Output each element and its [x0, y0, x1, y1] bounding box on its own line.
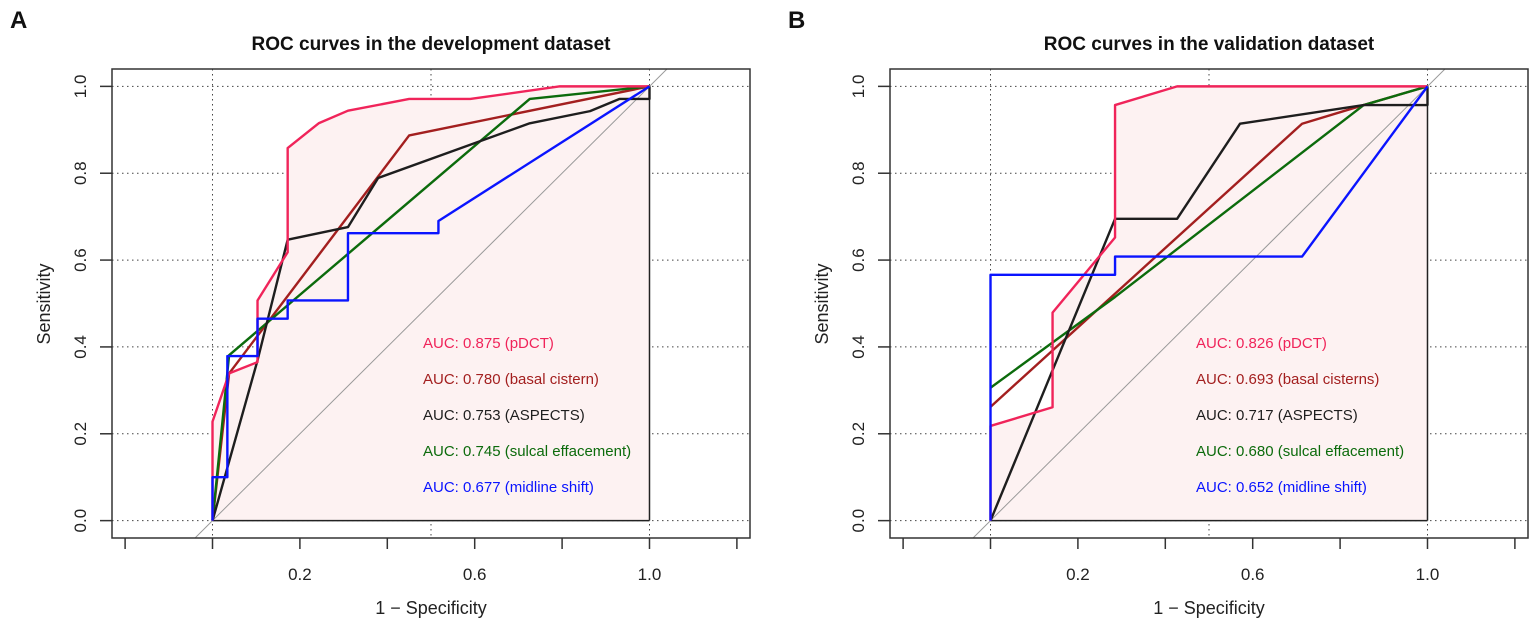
y-tick-label: 0.4: [71, 335, 90, 359]
panel-letter: B: [788, 7, 805, 34]
roc-curve-4: [989, 85, 1429, 521]
roc-curve-0: [211, 85, 650, 521]
x-tick-label: 0.6: [463, 565, 487, 584]
x-tick-label: 0.2: [1066, 565, 1090, 584]
x-axis-label: 1 − Specificity: [375, 598, 487, 618]
legend-entry: AUC: 0.677 (midline shift): [423, 479, 594, 496]
panel-letter: A: [10, 7, 27, 34]
diagonal-reference-line: [194, 69, 668, 538]
x-tick-label: 1.0: [638, 565, 662, 584]
legend-entry: AUC: 0.780 (basal cistern): [423, 371, 599, 388]
y-tick-label: 0.0: [71, 509, 90, 533]
y-tick-label: 1.0: [71, 75, 90, 99]
roc-curve-2: [211, 86, 651, 521]
y-tick-label: 0.2: [849, 422, 868, 446]
chart-title: ROC curves in the validation dataset: [1044, 34, 1375, 55]
panel-b: B ROC curves in the validation dataset 1…: [788, 7, 1529, 618]
legend-entry: AUC: 0.652 (midline shift): [1196, 479, 1367, 496]
y-axis-label: Sensitivity: [812, 263, 832, 344]
x-axis-label: 1 − Specificity: [1153, 598, 1265, 618]
x-tick-label: 0.6: [1241, 565, 1265, 584]
chart-title: ROC curves in the development dataset: [252, 34, 612, 55]
roc-curve-4: [211, 85, 651, 521]
plot-area: [112, 69, 750, 538]
diagonal-reference-line: [972, 69, 1446, 538]
legend-entry: AUC: 0.826 (pDCT): [1196, 335, 1327, 352]
y-tick-label: 0.4: [849, 335, 868, 359]
legend-entry: AUC: 0.693 (basal cisterns): [1196, 371, 1379, 388]
x-tick-label: 0.2: [288, 565, 312, 584]
legend-entry: AUC: 0.717 (ASPECTS): [1196, 407, 1358, 424]
legend-entry: AUC: 0.680 (sulcal effacement): [1196, 443, 1404, 460]
x-tick-label: 1.0: [1416, 565, 1440, 584]
plot-frame: [111, 68, 751, 539]
y-tick-label: 0.0: [849, 509, 868, 533]
y-tick-label: 0.8: [849, 161, 868, 185]
panel-a: A ROC curves in the development dataset …: [10, 7, 751, 618]
y-axis-label: Sensitivity: [34, 263, 54, 344]
y-tick-label: 0.6: [71, 248, 90, 272]
legend-entry: AUC: 0.745 (sulcal effacement): [423, 443, 631, 460]
y-tick-label: 0.6: [849, 248, 868, 272]
y-tick-label: 0.8: [71, 161, 90, 185]
y-tick-label: 1.0: [849, 75, 868, 99]
legend-entry: AUC: 0.753 (ASPECTS): [423, 407, 585, 424]
roc-curve-3: [211, 85, 650, 521]
legend-entry: AUC: 0.875 (pDCT): [423, 335, 554, 352]
plot-frame: [889, 68, 1529, 539]
y-tick-label: 0.2: [71, 422, 90, 446]
plot-area: [890, 69, 1528, 538]
